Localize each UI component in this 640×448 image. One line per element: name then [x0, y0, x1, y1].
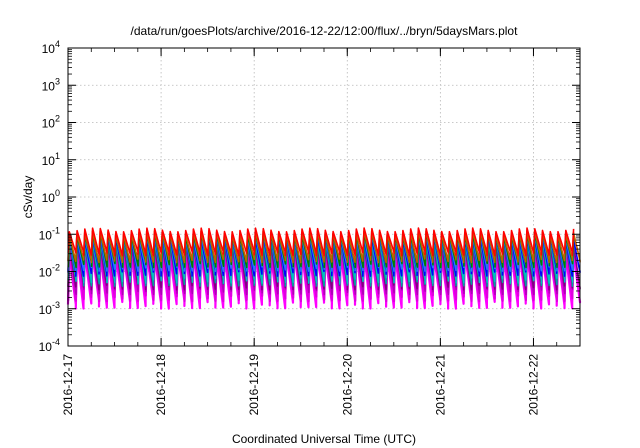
- y-tick-label: 104: [42, 39, 60, 56]
- y-axis-label: cSv/day: [21, 176, 35, 219]
- x-axis-label: Coordinated Universal Time (UTC): [232, 432, 416, 446]
- y-tick-label: 10-4: [39, 337, 60, 354]
- y-tick-label: 103: [42, 76, 60, 93]
- x-tick-label: 2016-12-18: [154, 354, 168, 416]
- x-tick-label: 2016-12-19: [247, 354, 261, 416]
- chart-title: /data/run/goesPlots/archive/2016-12-22/1…: [131, 24, 519, 38]
- y-axis: 10-4 10-3 10-2 10-1 100 101 102 103 104: [39, 39, 580, 354]
- series-line: [67, 227, 575, 257]
- x-tick-label: 2016-12-17: [61, 354, 75, 416]
- x-tick-label: 2016-12-20: [340, 354, 354, 416]
- y-tick-label: 10-1: [39, 225, 60, 242]
- series-line: [66, 250, 582, 310]
- y-tick-label: 10-3: [39, 300, 60, 317]
- x-tick-label: 2016-12-22: [526, 354, 540, 416]
- series-layer: [66, 227, 582, 310]
- x-axis: 2016-12-17 2016-12-18 2016-12-19 2016-12-20…: [61, 48, 581, 416]
- y-tick-label: 100: [42, 188, 60, 205]
- y-tick-label: 101: [42, 151, 60, 168]
- x-tick-label: 2016-12-21: [433, 354, 447, 416]
- series-line: [67, 241, 581, 291]
- y-tick-label: 10-2: [39, 263, 60, 280]
- y-tick-label: 102: [42, 114, 60, 131]
